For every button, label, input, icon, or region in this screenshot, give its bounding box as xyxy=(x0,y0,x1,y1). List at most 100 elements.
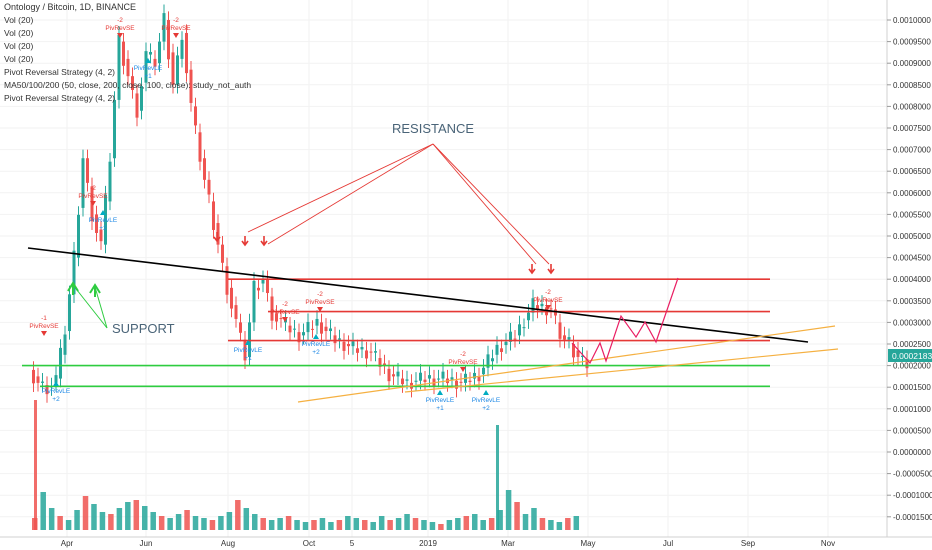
indicator-vol-3[interactable]: Vol (20) xyxy=(4,41,34,51)
volume-bar xyxy=(268,520,275,530)
volume-bar xyxy=(421,520,427,530)
candle-body xyxy=(387,368,391,382)
volume-bar xyxy=(243,508,250,530)
volume-bar xyxy=(133,500,140,530)
support-callout-line xyxy=(72,284,108,329)
candle-body xyxy=(162,13,166,42)
candle-body xyxy=(36,376,40,383)
candle-body xyxy=(243,339,247,361)
volume-bar xyxy=(40,492,46,530)
candle-body xyxy=(135,93,139,118)
trend-line xyxy=(27,247,809,343)
volume-bar xyxy=(285,516,292,530)
price-tick-label: 0.0002000 xyxy=(893,362,931,371)
candle-body xyxy=(356,348,359,353)
signal-label-top: -2 xyxy=(90,185,96,192)
volume-bar xyxy=(65,520,72,530)
volume-bar xyxy=(99,512,106,530)
candle-body xyxy=(261,279,265,284)
price-axis[interactable]: 0.0010000 0.0009500 0.0009000 0.0008500 0.00… xyxy=(887,16,932,522)
candle-body xyxy=(405,379,409,381)
signal-label-bottom: +1 xyxy=(436,405,444,412)
up-arrow-icon xyxy=(67,281,79,295)
candle-body xyxy=(414,380,418,382)
price-tick-label: 0.0009500 xyxy=(893,38,931,47)
candle-body xyxy=(531,298,535,313)
time-axis[interactable]: Apr Jun Aug Oct 5 2019 Mar May Jul Sep Nov xyxy=(61,539,835,548)
candle-body xyxy=(306,321,310,333)
indicator-ma[interactable]: MA50/100/200 (50, close, 200, close, 100… xyxy=(4,80,252,90)
candle-body xyxy=(558,322,562,339)
candle-body xyxy=(45,385,49,395)
candle-body xyxy=(99,229,103,242)
indicator-vol-1[interactable]: Vol (20) xyxy=(4,15,34,25)
price-tick-label: 0.0010000 xyxy=(893,16,931,25)
candle-body xyxy=(212,201,215,230)
signal-label-top: PivRevLE xyxy=(89,217,118,224)
indicator-pivot-1[interactable]: Pivot Reversal Strategy (4, 2) xyxy=(4,67,116,77)
signal-label-top: -2 xyxy=(117,17,123,24)
chart-title[interactable]: Ontology / Bitcoin, 1D, BINANCE xyxy=(4,2,137,12)
indicator-pivot-2[interactable]: Pivot Reversal Strategy (4, 2) xyxy=(4,93,116,103)
buy-arrow-icon xyxy=(437,390,443,395)
candle-body xyxy=(351,341,355,347)
candle-body xyxy=(275,313,278,322)
volume-bar xyxy=(277,518,283,530)
down-arrow-icon xyxy=(528,264,536,275)
candle-body xyxy=(149,51,152,55)
candle-body xyxy=(428,375,431,379)
volume-bar xyxy=(395,518,402,530)
indicator-vol-4[interactable]: Vol (20) xyxy=(4,54,34,64)
volume-bar xyxy=(505,490,512,530)
candle-body xyxy=(324,326,328,332)
volume-bar xyxy=(82,496,89,530)
candle-body xyxy=(567,337,571,340)
candle-body xyxy=(198,132,202,162)
candle-body xyxy=(369,351,373,353)
volume-bar xyxy=(57,516,63,530)
sell-arrow-icon xyxy=(173,33,179,38)
candle-body xyxy=(140,86,143,111)
volume-bar xyxy=(531,508,537,530)
candle-body xyxy=(401,378,404,385)
drawings xyxy=(27,143,839,403)
signal-label-bottom: +1 xyxy=(144,73,152,80)
candle-body xyxy=(581,355,584,357)
buy-arrow-icon xyxy=(145,58,151,63)
volume-bar xyxy=(142,506,148,530)
candle-body xyxy=(459,381,463,383)
signal-label-bottom: +2 xyxy=(312,349,320,356)
candle-body xyxy=(144,51,148,83)
volume-bar xyxy=(455,518,461,530)
volume-bar xyxy=(209,520,216,530)
candle-body xyxy=(239,322,242,333)
indicator-vol-2[interactable]: Vol (20) xyxy=(4,28,34,38)
volume-bar xyxy=(565,518,571,530)
volume-bar xyxy=(34,400,37,530)
volume-bar xyxy=(294,520,300,530)
time-tick-label: Nov xyxy=(821,539,835,548)
candle-body xyxy=(234,305,238,319)
candle-body xyxy=(194,106,197,126)
signal-label-top: -2 xyxy=(282,301,288,308)
candle-body xyxy=(441,371,445,379)
signal-label-top: -2 xyxy=(317,291,323,298)
support-callout-line xyxy=(94,286,108,329)
candle-body xyxy=(365,350,368,359)
signal-label-top: -2 xyxy=(545,289,551,296)
resistance-annotation: RESISTANCE xyxy=(392,121,474,136)
candle-body xyxy=(297,332,301,343)
candle-body xyxy=(540,303,544,307)
candle-body xyxy=(108,161,112,202)
volume-bar xyxy=(218,516,224,530)
volume-bar xyxy=(184,510,190,530)
signal-label-bottom: PivRevSE xyxy=(305,299,335,306)
signal-label-top: -2 xyxy=(173,17,179,24)
candle-body xyxy=(554,309,557,316)
candle-body xyxy=(72,250,76,295)
candle-body xyxy=(293,328,296,330)
price-tick-label: 0.0002500 xyxy=(893,340,931,349)
projection-path xyxy=(571,277,679,365)
candle-body xyxy=(54,375,58,383)
